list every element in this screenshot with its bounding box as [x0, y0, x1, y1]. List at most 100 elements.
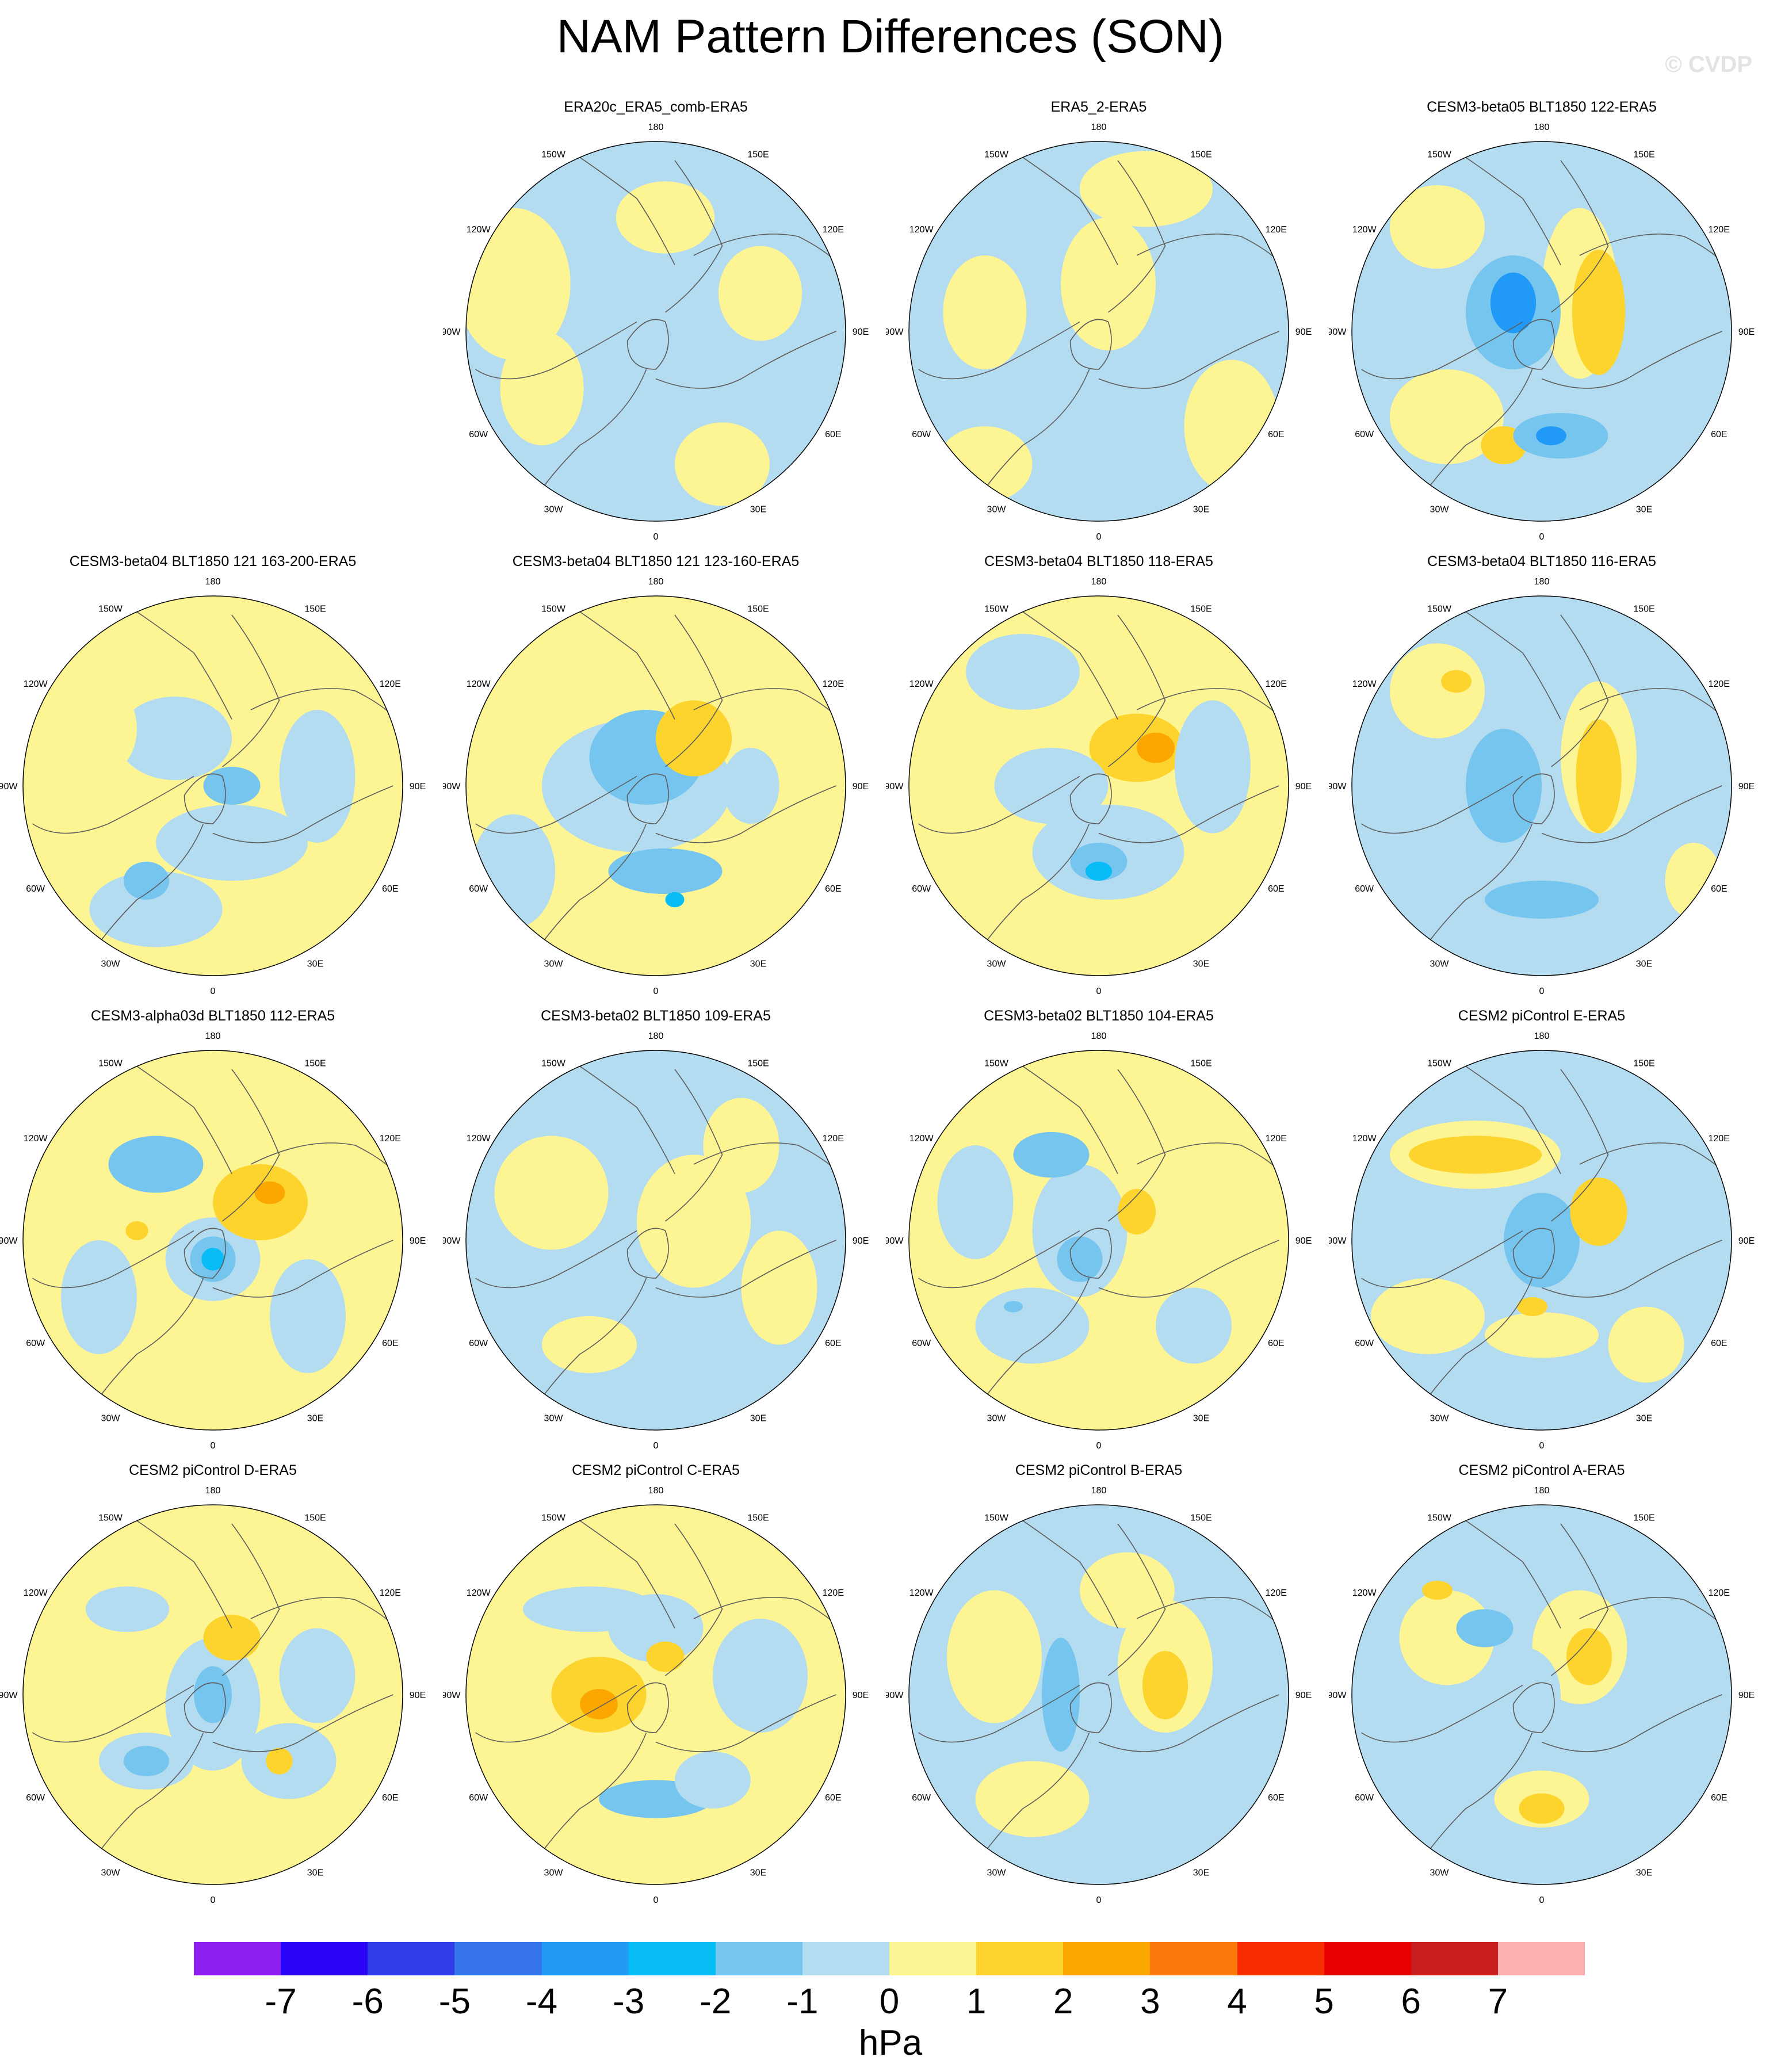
colorbar-tick: -1 — [786, 1982, 819, 2021]
anomaly-contour — [1441, 670, 1472, 693]
panel-title: CESM2 piControl D-ERA5 — [129, 1462, 297, 1478]
longitude-label: 60E — [825, 1339, 841, 1348]
map-panel: CESM3-beta02 BLT1850 109-ERA5 180 150E 120E… — [443, 1006, 869, 1454]
anomaly-contour — [975, 1761, 1090, 1837]
longitude-label: 180 — [1091, 577, 1107, 587]
anomaly-contour — [279, 1628, 356, 1723]
longitude-label: 60E — [1711, 884, 1727, 894]
coastlines — [32, 605, 403, 957]
anomaly-contour — [1485, 881, 1599, 919]
map-panel: CESM3-beta04 BLT1850 118-ERA5 180 150E 120E… — [886, 551, 1312, 1000]
longitude-label: 60E — [1711, 1793, 1727, 1803]
longitude-label: 60W — [469, 1793, 488, 1803]
colorbar-swatch — [194, 1942, 281, 1975]
colorbar-tick: -6 — [351, 1982, 384, 2021]
anomaly-contour — [1572, 250, 1626, 375]
anomaly-contour — [1004, 1301, 1023, 1313]
longitude-label: 120E — [1709, 225, 1730, 235]
longitude-label: 180 — [1534, 1031, 1550, 1041]
map-boundary — [1351, 595, 1732, 976]
longitude-label: 0 — [1096, 987, 1102, 996]
longitude-label: 150E — [304, 1513, 326, 1523]
anomaly-contour — [646, 1641, 685, 1672]
longitude-label: 120E — [823, 225, 844, 235]
colorbar-swatch — [802, 1942, 889, 1975]
longitude-label: 90W — [886, 782, 904, 792]
longitude-label: 90E — [1295, 782, 1312, 792]
anomaly-contour — [580, 1689, 618, 1719]
anomaly-contour — [194, 1666, 232, 1723]
longitude-label: 60W — [469, 430, 488, 439]
anomaly-contour — [523, 1586, 656, 1633]
map-panel: CESM3-alpha03d BLT1850 112-ERA5 180 150E 12… — [0, 1006, 426, 1454]
colorbar-tick: 5 — [1314, 1982, 1334, 2021]
longitude-label: 120W — [909, 1134, 934, 1144]
panel-title: CESM3-alpha03d BLT1850 112-ERA5 — [90, 1008, 335, 1024]
anomaly-contour — [718, 246, 802, 341]
longitude-label: 120W — [467, 1134, 491, 1144]
anomaly-contour — [279, 710, 356, 843]
map-boundary — [1351, 141, 1732, 522]
anomaly-contour — [203, 1615, 261, 1661]
longitude-label: 150E — [1633, 1059, 1654, 1069]
longitude-label: 120W — [467, 225, 491, 235]
map-panel: CESM2 piControl D-ERA5 180 150E 120E 90E 60E 3… — [0, 1460, 426, 1909]
longitude-label: 150W — [1427, 1059, 1452, 1069]
longitude-label: 30W — [987, 1868, 1007, 1878]
anomaly-contour — [123, 862, 170, 900]
longitude-label: 90E — [1295, 327, 1312, 337]
colorbar-swatch — [1063, 1942, 1151, 1975]
longitude-label: 30W — [544, 1413, 564, 1423]
anomaly-contour — [1042, 1638, 1080, 1752]
anomaly-contour — [1061, 217, 1156, 350]
longitude-label: 180 — [205, 577, 221, 587]
anomaly-contour — [1570, 1178, 1627, 1246]
anomaly-contour — [1175, 700, 1251, 834]
anomaly-contour — [1137, 732, 1175, 763]
longitude-label: 150E — [747, 1059, 769, 1069]
anomaly-contour — [1608, 1306, 1684, 1383]
longitude-label: 60W — [1355, 1793, 1374, 1803]
longitude-label: 0 — [1539, 532, 1545, 542]
longitude-label: 150E — [747, 605, 769, 614]
anomaly-contour — [1466, 729, 1542, 843]
longitude-label: 60E — [382, 1793, 398, 1803]
map-boundary — [908, 1050, 1289, 1431]
longitude-label: 90E — [853, 1691, 869, 1700]
longitude-label: 60W — [26, 884, 45, 894]
longitude-label: 60E — [382, 884, 398, 894]
longitude-label: 150W — [541, 1513, 566, 1523]
map-panel: CESM3-beta04 BLT1850 121 123-160-ERA5 180… — [443, 551, 869, 1000]
map-boundary — [465, 141, 846, 522]
colorbar — [194, 1942, 1585, 1975]
colorbar-swatch — [454, 1942, 542, 1975]
map-panel: CESM2 piControl C-ERA5 180 150E 120E 90E 60E 3… — [443, 1460, 869, 1909]
longitude-label: 0 — [211, 987, 216, 996]
panel-title: CESM2 piControl E-ERA5 — [1458, 1008, 1626, 1024]
longitude-label: 180 — [648, 1031, 664, 1041]
map-boundary — [22, 1050, 403, 1431]
anomaly-contour — [61, 1240, 137, 1354]
longitude-label: 150E — [1190, 1513, 1211, 1523]
polar-map: 180 150E 120E 90E 60E 30E 0 30W 60W 90W 120W 150W — [886, 1486, 1312, 1905]
polar-map: 180 150E 120E 90E 60E 30E 0 30W 60W 90W 120W 150W — [1329, 1486, 1755, 1905]
map-boundary — [22, 595, 403, 976]
longitude-label: 90W — [0, 1691, 18, 1700]
anomaly-contour — [213, 1164, 308, 1240]
polar-map: 180 150E 120E 90E 60E 30E 0 30W 60W 90W 120W 150W — [0, 1486, 426, 1905]
longitude-label: 150W — [541, 1059, 566, 1069]
longitude-label: 30W — [1430, 1868, 1450, 1878]
anomaly-contour — [123, 1746, 170, 1776]
longitude-label: 120E — [1266, 679, 1287, 689]
longitude-label: 180 — [1091, 1031, 1107, 1041]
colorbar-units: hPa — [858, 2023, 923, 2063]
longitude-label: 90W — [0, 782, 18, 792]
map-panel: CESM3-beta04 BLT1850 116-ERA5 180 150E 120E… — [1329, 551, 1755, 1000]
anomaly-contour — [1118, 1188, 1156, 1235]
longitude-label: 60W — [26, 1793, 45, 1803]
longitude-label: 150W — [541, 605, 566, 614]
longitude-label: 90W — [886, 1236, 904, 1246]
anomaly-contour — [1566, 1628, 1612, 1685]
longitude-label: 120W — [1352, 1588, 1377, 1598]
anomaly-contour — [675, 1752, 751, 1809]
